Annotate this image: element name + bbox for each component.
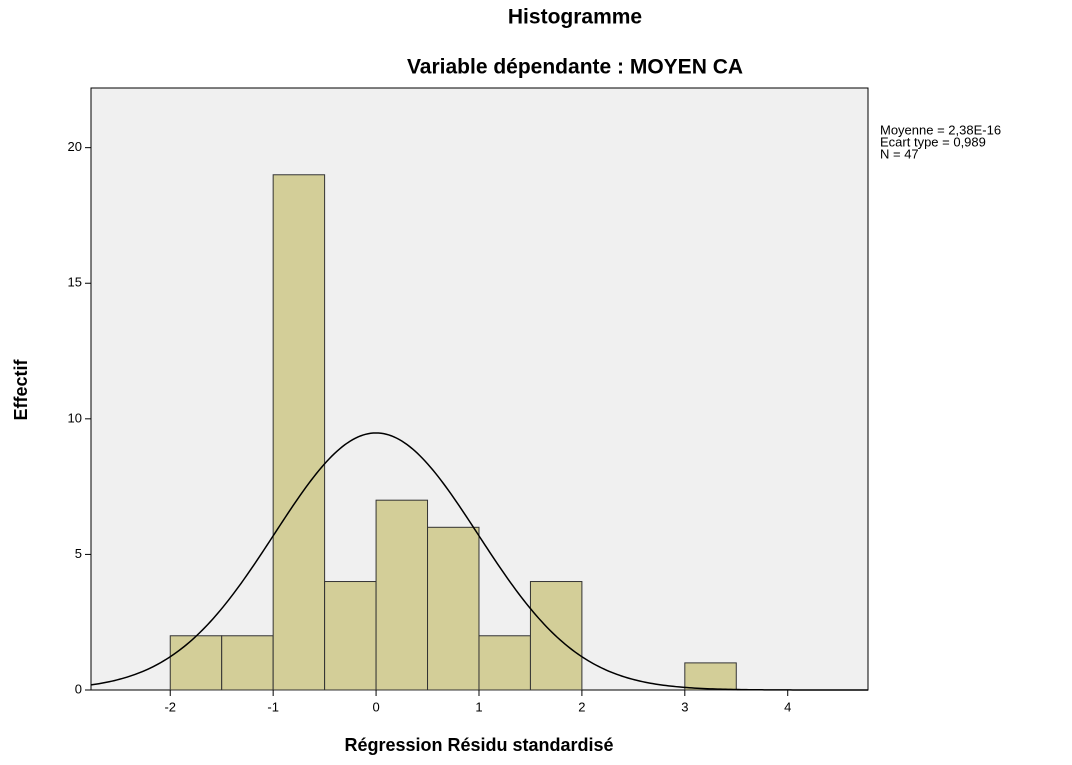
y-tick-label: 15 [68, 275, 82, 290]
bar [272, 174, 326, 691]
bar [427, 526, 480, 691]
bar [684, 662, 737, 691]
bar [221, 635, 274, 691]
x-tick-label: -1 [267, 699, 279, 714]
x-axis-label: Régression Résidu standardisé [344, 735, 613, 755]
plot-area [90, 87, 869, 691]
bar [375, 499, 429, 691]
bar [169, 635, 223, 691]
chart-title: Histogramme [508, 6, 642, 29]
x-tick-label: 2 [578, 699, 585, 714]
x-tick-label: 4 [784, 699, 791, 714]
stat-label: Moyenne = 2,38E-16 [880, 122, 1001, 137]
y-tick-label: 0 [75, 681, 82, 696]
x-tick-label: 1 [475, 699, 482, 714]
x-tick-label: 0 [372, 699, 379, 714]
x-tick-label: -2 [164, 699, 176, 714]
bar [478, 635, 531, 691]
bar [324, 581, 377, 691]
y-tick-label: 5 [75, 546, 82, 561]
y-axis-label: Effectif [11, 358, 31, 420]
x-tick-label: 3 [681, 699, 688, 714]
chart-subtitle: Variable dépendante : MOYEN CA [407, 56, 743, 79]
stat-label: Ecart type = 0,989 [880, 134, 986, 149]
normal-curve [90, 432, 868, 691]
y-tick-label: 20 [68, 139, 82, 154]
y-tick-label: 10 [68, 410, 82, 425]
stat-label: N = 47 [880, 146, 919, 161]
